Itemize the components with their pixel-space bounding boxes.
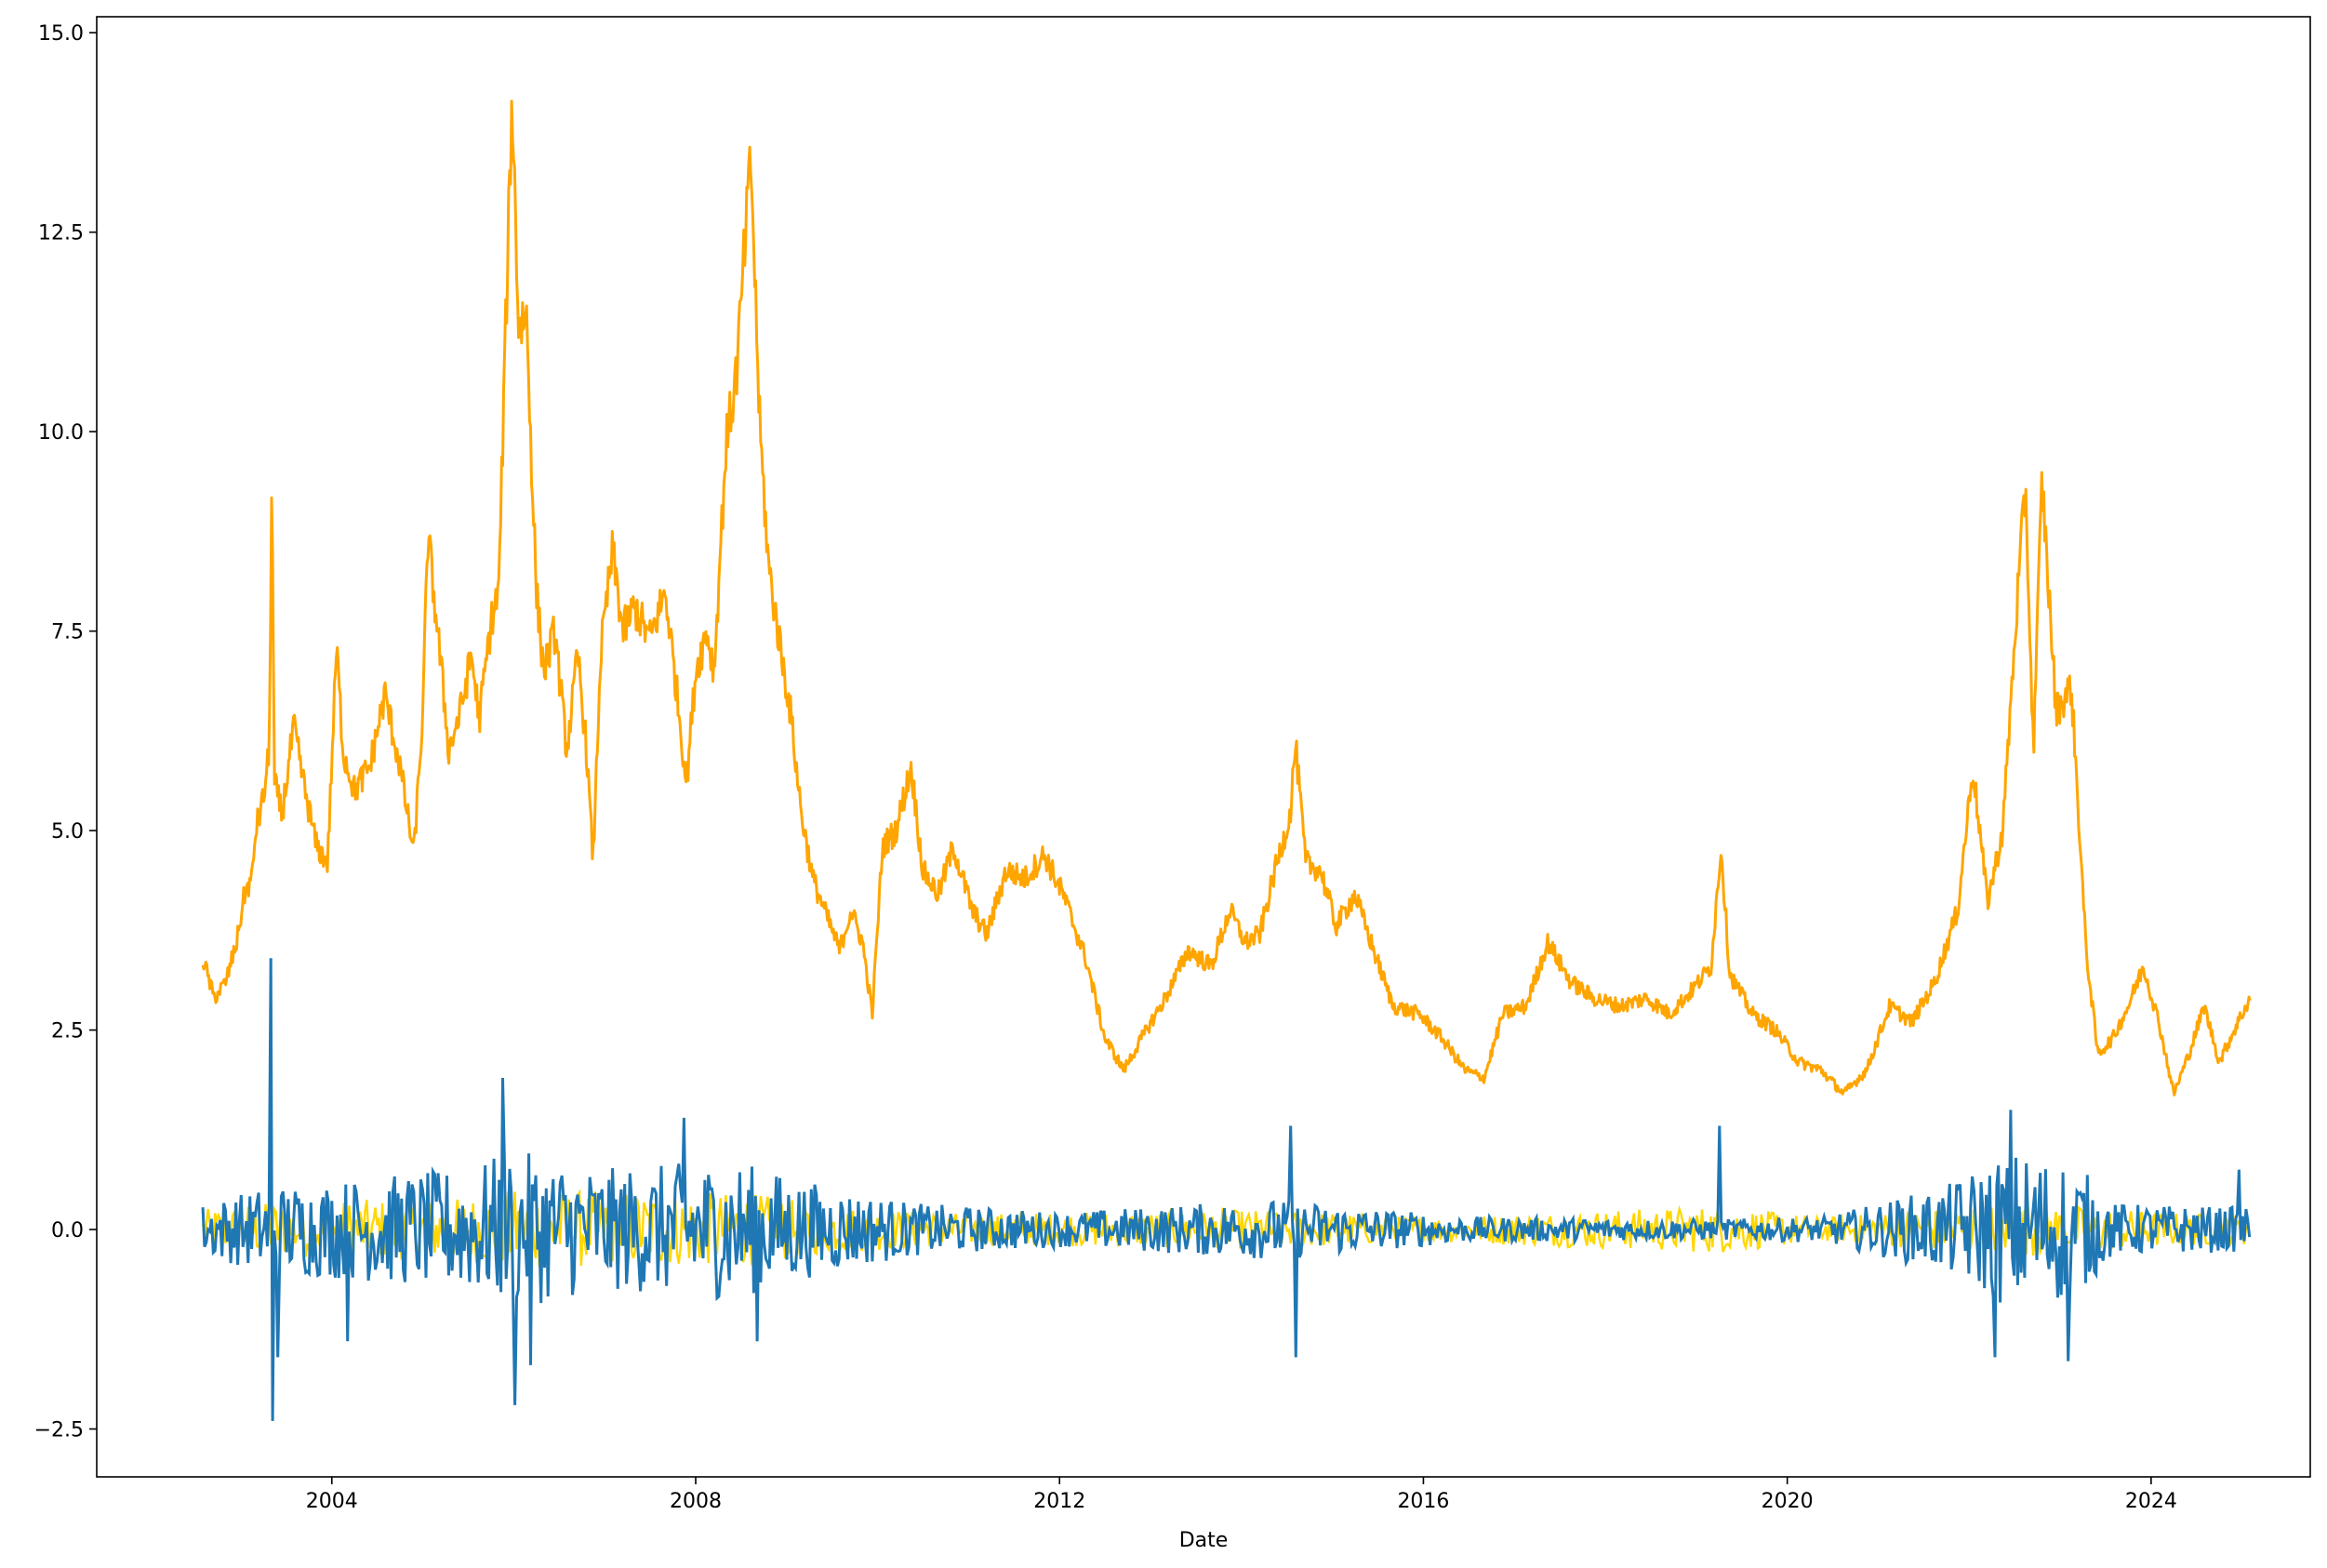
series-blue-line (201, 958, 2252, 1421)
x-tick-label: 2020 (1762, 1490, 1814, 1513)
y-tick-label: 12.5 (38, 222, 84, 246)
series-orange-line (201, 100, 2252, 1096)
y-tick-label: −2.5 (34, 1419, 84, 1442)
x-tick-label: 2016 (1397, 1490, 1449, 1513)
x-tick-label: 2004 (306, 1490, 358, 1513)
x-axis-title: Date (1179, 1529, 1229, 1552)
y-axis: −2.5 0.0 2.5 5.0 7.5 10.0 12.5 15.0 (34, 22, 97, 1442)
x-tick-label: 2024 (2125, 1490, 2177, 1513)
y-tick-label: 7.5 (51, 621, 84, 644)
x-tick-label: 2008 (670, 1490, 722, 1513)
y-tick-label: 0.0 (51, 1219, 84, 1242)
plot-frame (96, 16, 2311, 1478)
y-tick-label: 2.5 (51, 1020, 84, 1043)
x-tick-label: 2012 (1033, 1490, 1085, 1513)
x-axis: 2004 2008 2012 2016 2020 2024 (306, 1477, 2177, 1513)
y-tick-label: 5.0 (51, 820, 84, 844)
y-tick-label: 10.0 (38, 421, 84, 445)
series-layer (201, 100, 2252, 1421)
y-tick-label: 15.0 (38, 22, 84, 46)
